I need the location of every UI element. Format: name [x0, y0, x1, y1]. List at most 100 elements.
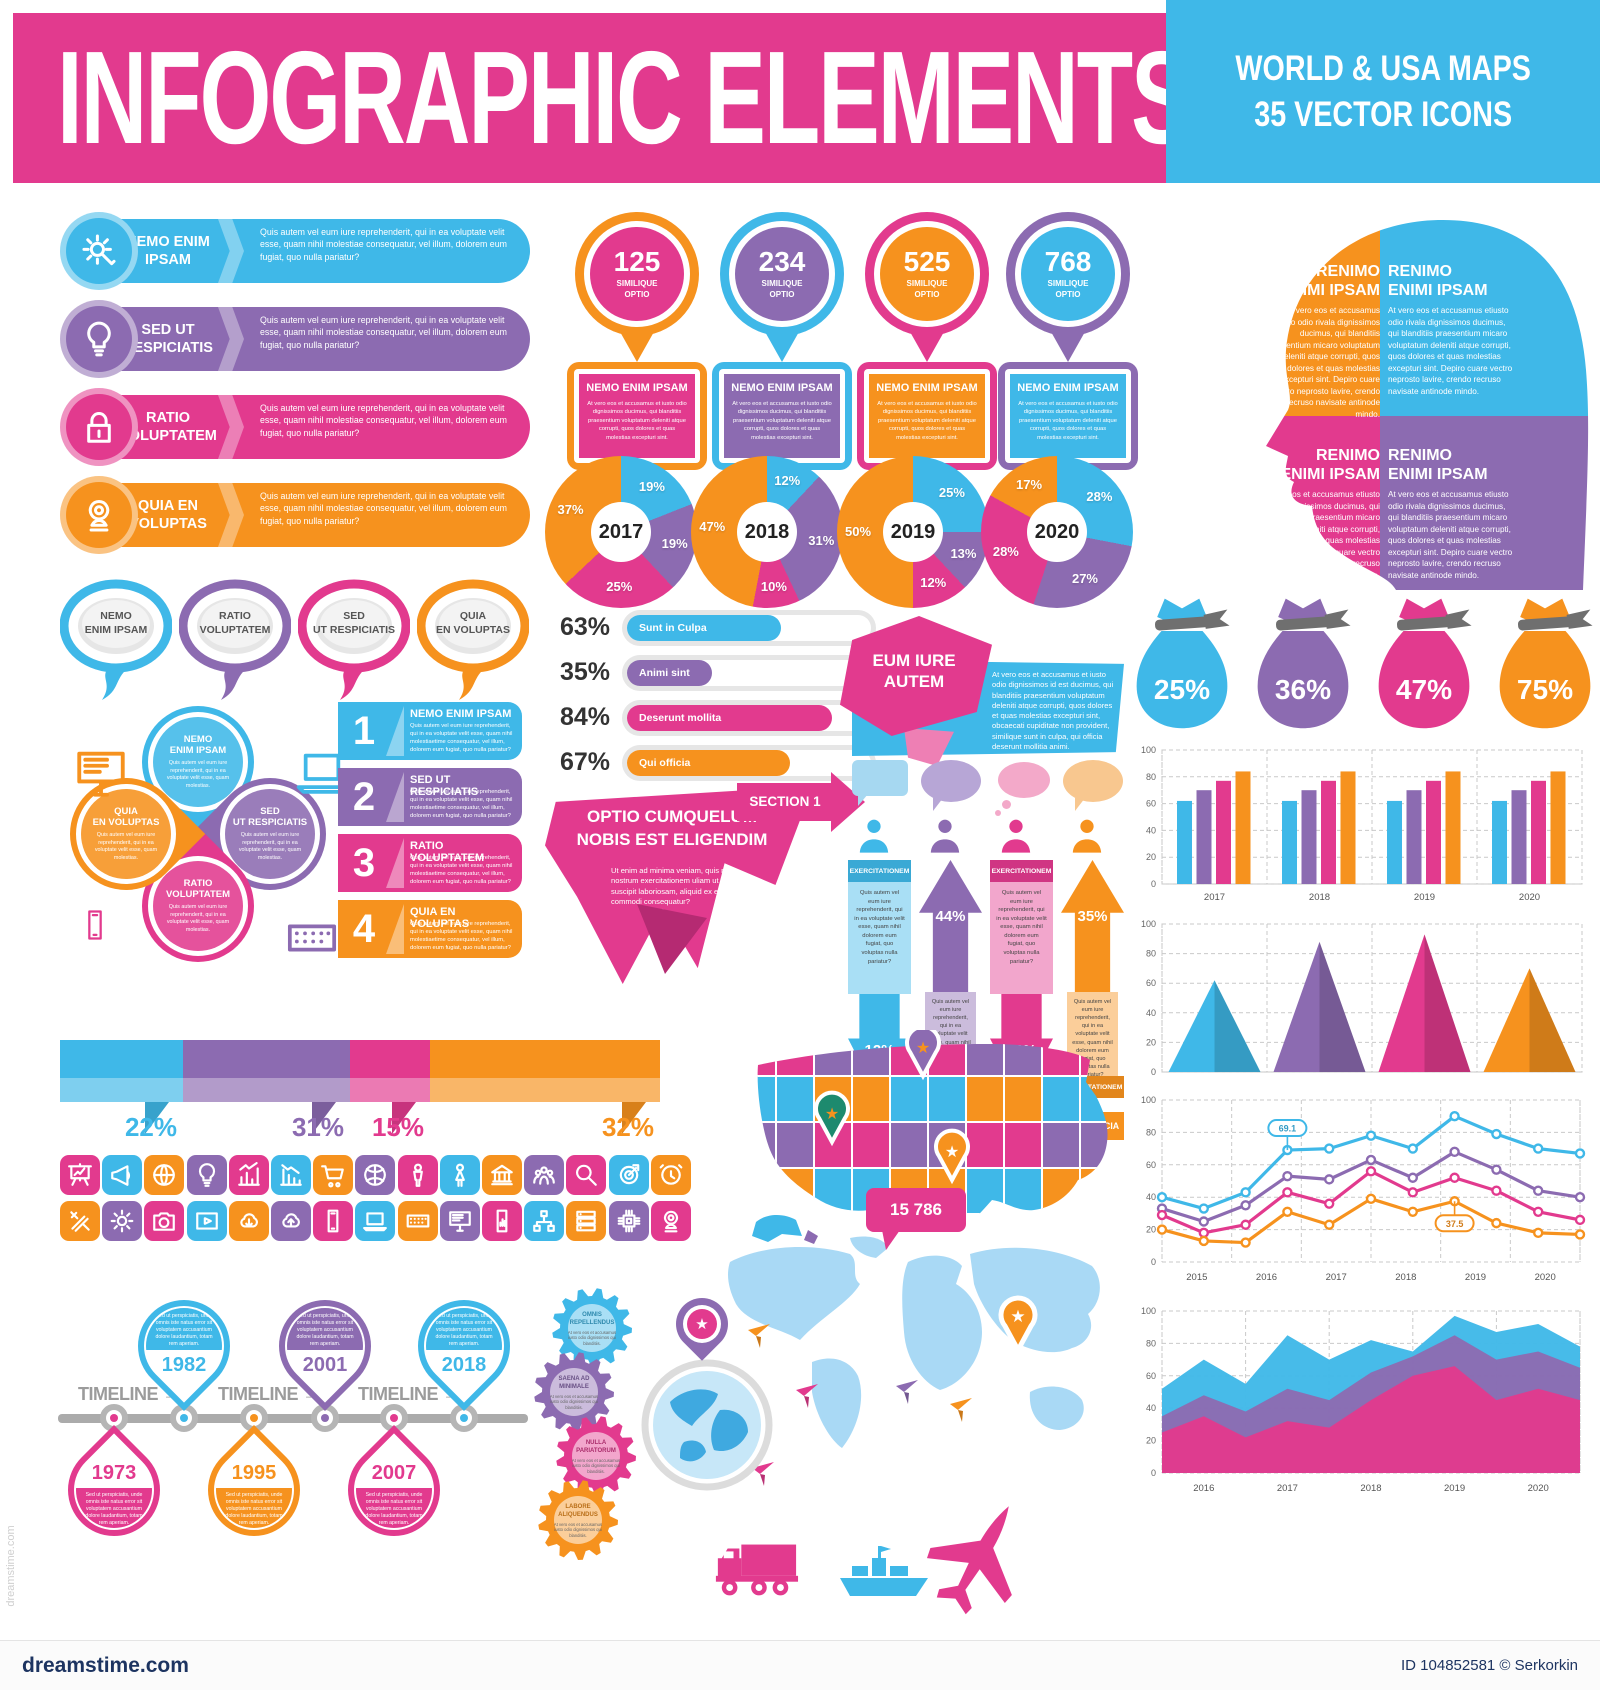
gear-icon — [110, 1209, 134, 1233]
petal-inner: SED UT RESPICIATIS Quis autem vel eum iure… — [225, 789, 315, 879]
timeline-node-dot — [110, 1414, 118, 1422]
person-icon — [859, 819, 889, 853]
speech-bubble-shape — [297, 579, 411, 700]
map-pin-box-title: NEMO ENIM IPSAM — [586, 382, 688, 394]
donut-slice-label: 25% — [606, 578, 633, 594]
map-pin-tail — [909, 330, 945, 362]
numbered-list-title: QUIA EN VOLUPTAS — [410, 906, 470, 930]
timeline-node-dot — [321, 1414, 329, 1422]
svg-text:80: 80 — [1146, 949, 1156, 959]
speech-bubble-shape — [178, 579, 292, 700]
person-cell — [919, 760, 982, 860]
svg-text:2020: 2020 — [1519, 892, 1540, 903]
desktop-monitor-icon — [447, 1208, 473, 1234]
donut-year: 2019 — [890, 520, 936, 543]
grouped-bar-chart-svg: 0 20 40 60 80 100 2017 2018 2019 2020 — [1141, 745, 1583, 903]
bank-icon — [491, 1164, 513, 1186]
segment-percent-label: 15% — [371, 1112, 425, 1142]
svg-text:47%: 47% — [1396, 674, 1452, 705]
icon-tile — [60, 1201, 100, 1241]
map-pin-item: 768 SIMILIQUE OPTIO NEMO ENIM IPSAM At vero … — [998, 212, 1138, 474]
map-pin-value: 525 — [903, 246, 951, 278]
teardrop-cap: Sed ut perspiciatis, unde omnis iste nat… — [216, 1488, 292, 1528]
timeline-teardrop: Sed ut perspiciatis, unde omnis iste nat… — [259, 1280, 391, 1412]
svg-text:80: 80 — [1146, 772, 1156, 782]
svg-text:20: 20 — [1146, 1436, 1156, 1446]
numbered-list-number: 4 — [352, 906, 376, 951]
svg-text:69.1: 69.1 — [1279, 1124, 1297, 1134]
desktop-monitor-icon — [77, 751, 125, 797]
desktop-monitor-icon — [448, 1211, 471, 1232]
donut-hole: 2020 — [1027, 502, 1087, 562]
teardrop-year: 1973 — [91, 1462, 137, 1484]
teardrop-year: 2018 — [441, 1354, 487, 1376]
multi-line-chart: 0 20 40 60 80 100 69.1 37.5 2015 2016 2017 2018 2019… — [1128, 1092, 1593, 1300]
camera-icon — [151, 1208, 177, 1234]
map-pin-tail — [1050, 330, 1086, 362]
watermark-bar: dreamstime.com ID 104852581 © Serkorkin — [0, 1640, 1600, 1690]
map-pin-circle-inner: 768 SIMILIQUE OPTIO — [1021, 227, 1115, 321]
svg-text:0: 0 — [1151, 1257, 1156, 1267]
svg-text:60: 60 — [1146, 799, 1156, 809]
globe-pin-inner: ★ — [687, 1309, 717, 1339]
page-title: INFOGRAPHIC ELEMENTS — [57, 24, 1193, 171]
teardrop-shape: Sed ut perspiciatis, unde omnis iste nat… — [398, 1280, 530, 1412]
globe-icon — [151, 1162, 177, 1188]
svg-text:2019: 2019 — [1414, 892, 1435, 903]
numbered-list-number: 1 — [352, 708, 376, 753]
head-profile-diagram: RENIMO ENIMI IPSAM At vero eos et accusamu… — [1238, 210, 1598, 592]
person-icon — [996, 816, 1036, 856]
map-pin-circle: 768 SIMILIQUE OPTIO — [1006, 212, 1130, 336]
progress-fill: Animi sint — [627, 660, 712, 686]
svg-text:37.5: 37.5 — [1446, 1219, 1464, 1229]
speech-bubble-list: NEMO ENIM IPSAM RATIO VOLUPTATEM SED UT RESPI… — [59, 578, 540, 716]
segment — [430, 1040, 660, 1102]
timeline-teardrop: Sed ut perspiciatis, unde omnis iste nat… — [398, 1280, 530, 1412]
numbered-list-title: RATIO VOLUPTATEM — [410, 840, 485, 864]
donut-slice-label: 27% — [1071, 571, 1098, 587]
svg-text:★: ★ — [1010, 1307, 1025, 1326]
feature-banner-body: Quis autem vel eum iure reprehenderit, q… — [260, 227, 507, 262]
section-banner-body: Ut enim ad minima veniam, quis nisi nost… — [611, 866, 748, 906]
numbered-list-title: SED UT RESPICIATIS — [410, 774, 479, 798]
teardrop-year: 2007 — [371, 1462, 417, 1484]
svg-text:0: 0 — [1151, 879, 1156, 889]
video-player-icon — [195, 1212, 218, 1230]
up-arrow: 35% — [1061, 860, 1124, 992]
map-callout-value: 15 786 — [866, 1188, 966, 1232]
icon-tile — [397, 1155, 438, 1195]
head-quadrant-text: RENIMO ENIMI IPSAM At vero eos et accusamu… — [1262, 262, 1380, 420]
feature-banner-title: QUIA EN VOLUPTAS — [129, 497, 207, 532]
numbered-list-item: 4 QUIA EN VOLUPTAS Quis autem vel eum iure… — [338, 900, 522, 958]
donut-hole: 2019 — [883, 502, 943, 562]
segment-light-band — [183, 1078, 350, 1102]
feature-banner-list: NEMO ENIM IPSAM Quis autem vel eum iure r… — [60, 212, 530, 572]
section-banner-title: OPTIO CUMQUELUM NOBIS EST ELIGENDIM — [559, 806, 785, 852]
segment-percent-label: 22% — [124, 1112, 178, 1142]
truck-shape — [715, 1544, 799, 1596]
speech-bubble-rect-tail — [858, 794, 868, 806]
speech-bubble-title: NEMO ENIM IPSAM — [84, 610, 148, 636]
person-icon — [1001, 819, 1031, 853]
watermark-credit: ID 104852581 © Serkorkin — [1401, 1657, 1578, 1674]
section-arrow-label: SECTION 1 — [749, 794, 821, 809]
arrow-body-text: Quis autem vel eum iure reprehenderit, q… — [1067, 992, 1118, 1078]
padlock-icon — [80, 408, 118, 446]
thought-bubble — [998, 762, 1050, 798]
donut-slice-label: 17% — [1015, 476, 1043, 492]
teardrop-cap: Sed ut perspiciatis, unde omnis iste nat… — [76, 1488, 152, 1528]
money-bag: 47% — [1370, 588, 1478, 740]
donut-chart: 2017 19% 19% 25% 37% — [545, 456, 697, 608]
arrow-body-text: Quis autem vel eum iure reprehenderit, q… — [848, 882, 911, 994]
world-star-pin: ★ — [998, 1295, 1038, 1356]
map-pin-circle-inner: 525 SIMILIQUE OPTIO — [880, 227, 974, 321]
lightbulb-icon — [80, 320, 118, 358]
icon-tile — [608, 1201, 649, 1241]
segment-tail — [145, 1102, 169, 1134]
money-bag-icon: 75% — [1499, 598, 1593, 729]
feature-banner-icon-circle — [66, 218, 132, 284]
team-icon — [531, 1162, 557, 1188]
timeline-node-dot — [250, 1414, 258, 1422]
chip-icon — [616, 1208, 642, 1234]
presentation-chart-icon — [67, 1162, 93, 1188]
